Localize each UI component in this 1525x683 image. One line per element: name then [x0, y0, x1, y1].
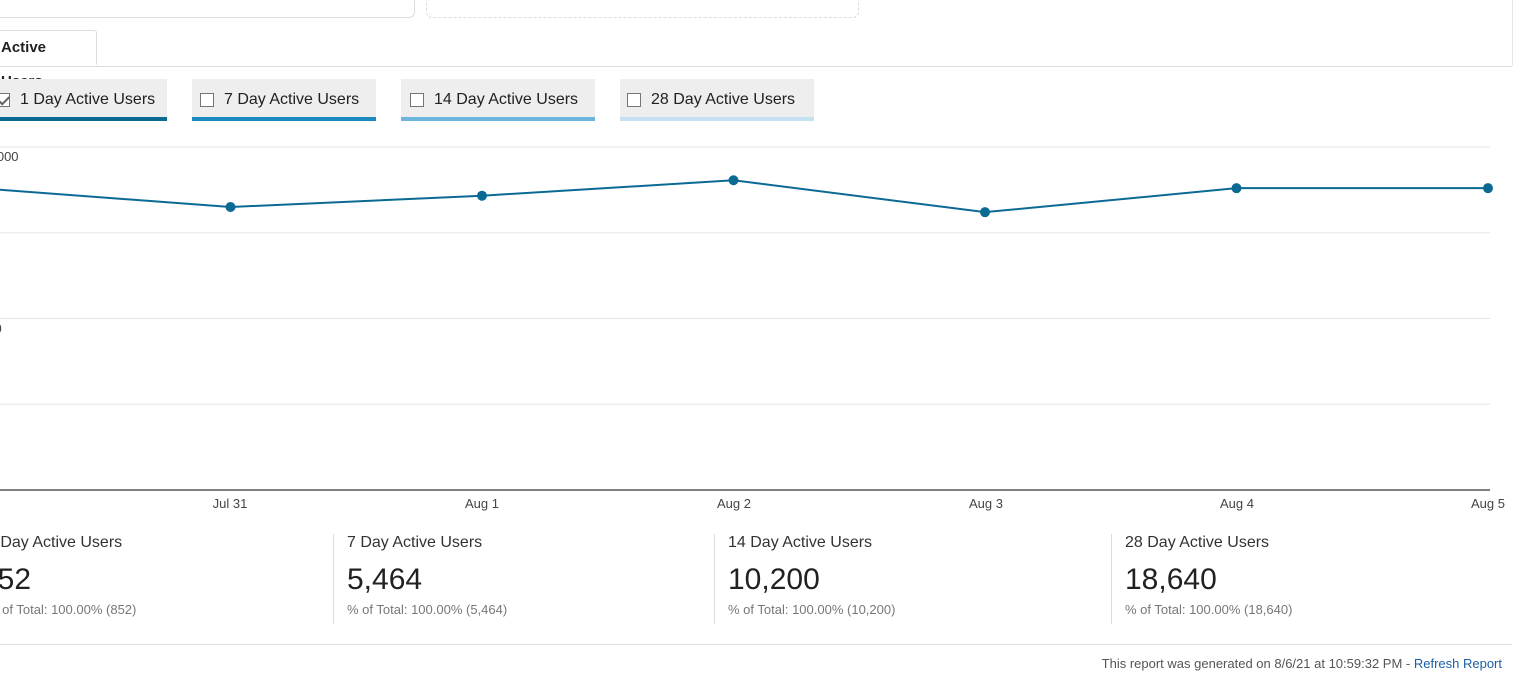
x-tick-label: Aug 5 — [1471, 496, 1505, 511]
x-tick-label: Jul 31 — [212, 496, 248, 511]
metric-toggle-label: 7 Day Active Users — [224, 91, 360, 108]
y-tick-label: 1,000 — [0, 149, 19, 164]
data-point[interactable] — [477, 190, 487, 201]
tab-bar: Active Users — [0, 30, 1512, 90]
data-point[interactable] — [980, 207, 990, 218]
summary-label: 7 Day Active Users — [347, 534, 483, 551]
summary-divider — [333, 534, 334, 624]
top-card-right-placeholder — [426, 0, 859, 18]
summary-label: 14 Day Active Users — [728, 534, 873, 551]
summary-divider — [714, 534, 715, 624]
summary-28-day: 28 Day Active Users 18,640 % of Total: 1… — [1125, 534, 1292, 617]
refresh-report-link[interactable]: Refresh Report — [1413, 656, 1502, 671]
series-line — [0, 179, 1488, 214]
summary-1-day: 1 Day Active Users 852 % of Total: 100.0… — [0, 534, 136, 617]
data-point[interactable] — [1231, 183, 1242, 194]
report-footer: This report was generated on 8/6/21 at 1… — [1102, 656, 1502, 671]
line-chart — [0, 146, 1493, 491]
metric-toggle-label: 1 Day Active Users — [20, 91, 156, 108]
metric-color-bar-1-day — [0, 117, 167, 121]
metric-toggle-1-day[interactable]: 1 Day Active Users — [0, 79, 167, 121]
data-point[interactable] — [728, 175, 739, 186]
summary-pct: % of Total: 100.00% (10,200) — [728, 602, 896, 617]
summary-label: 28 Day Active Users — [1125, 534, 1270, 551]
right-divider — [1512, 0, 1513, 66]
summary-value: 852 — [0, 563, 32, 596]
metric-toggle-label: 14 Day Active Users — [434, 91, 579, 108]
summary-pct: % of Total: 100.00% (852) — [0, 602, 137, 617]
data-point[interactable] — [225, 202, 236, 213]
summary-value: 18,640 — [1125, 563, 1217, 596]
summary-divider — [1111, 534, 1112, 624]
summary-label: 1 Day Active Users — [0, 534, 123, 551]
checkbox-icon[interactable] — [200, 93, 214, 107]
summary-value: 5,464 — [347, 563, 423, 596]
metric-toggle-label: 28 Day Active Users — [651, 91, 796, 108]
report-generated-text: This report was generated on 8/6/21 at 1… — [1101, 656, 1414, 671]
checkbox-icon[interactable] — [410, 93, 424, 107]
y-tick-label: 500 — [0, 321, 2, 336]
top-card-left — [0, 0, 415, 18]
metric-toggle-14-day[interactable]: 14 Day Active Users — [401, 79, 595, 121]
metric-toggle-28-day[interactable]: 28 Day Active Users — [620, 79, 814, 121]
summary-value: 10,200 — [728, 563, 820, 596]
data-point[interactable] — [1483, 183, 1493, 194]
metric-color-bar-7-day — [192, 117, 376, 121]
summary-7-day: 7 Day Active Users 5,464 % of Total: 100… — [347, 534, 507, 617]
summary-pct: % of Total: 100.00% (18,640) — [1125, 602, 1293, 617]
checkbox-icon[interactable] — [627, 93, 641, 107]
x-tick-label: Aug 4 — [1220, 496, 1254, 511]
checkbox-checked-icon[interactable] — [0, 93, 10, 107]
x-tick-label: Aug 2 — [717, 496, 751, 511]
x-tick-label: Aug 1 — [465, 496, 499, 511]
metric-toggle-7-day[interactable]: 7 Day Active Users — [192, 79, 376, 121]
x-tick-label: Aug 3 — [969, 496, 1003, 511]
footer-divider — [0, 644, 1512, 645]
metric-color-bar-28-day — [620, 117, 814, 121]
metric-color-bar-14-day — [401, 117, 595, 121]
tab-active-users[interactable]: Active Users — [0, 30, 97, 90]
summary-pct: % of Total: 100.00% (5,464) — [347, 602, 508, 617]
summary-14-day: 14 Day Active Users 10,200 % of Total: 1… — [728, 534, 895, 617]
